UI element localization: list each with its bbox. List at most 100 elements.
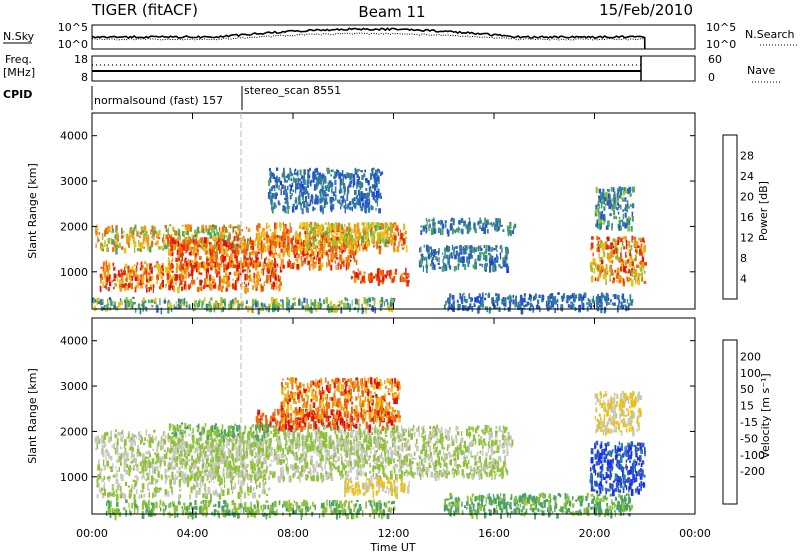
velocity-cell — [120, 432, 123, 435]
velocity-cell — [206, 454, 209, 461]
power-cell — [187, 284, 190, 290]
power-cell — [332, 256, 335, 261]
power-cell — [356, 247, 359, 253]
velocity-cell — [164, 489, 168, 495]
power-cell — [639, 248, 642, 256]
power-cell — [617, 256, 620, 261]
power-cell — [104, 229, 106, 237]
power-cell — [113, 304, 116, 310]
power-cell — [382, 276, 384, 282]
velocity-cell — [243, 443, 245, 448]
velocity-cell — [103, 444, 106, 449]
velocity-cell — [100, 468, 103, 472]
power-cell — [306, 298, 308, 305]
power-cell — [494, 299, 497, 304]
power-cell — [350, 237, 352, 245]
power-cell — [267, 269, 270, 274]
power-cell — [177, 229, 181, 237]
power-cell — [343, 232, 346, 236]
power-cell — [100, 278, 102, 284]
velocity-cell — [264, 481, 267, 485]
power-cell — [310, 299, 312, 306]
power-cell — [504, 246, 508, 250]
power-cell — [236, 270, 239, 274]
power-cell — [358, 185, 361, 189]
power-cell — [304, 225, 306, 230]
power-cell — [486, 228, 489, 234]
power-cell — [431, 259, 433, 264]
velocity-cell — [134, 483, 137, 488]
velocity-cell — [212, 474, 215, 480]
power-cell — [633, 266, 635, 273]
power-cell — [438, 250, 440, 256]
velocity-cell — [344, 465, 347, 469]
velocity-cell — [157, 440, 160, 447]
velocity-cell — [149, 437, 152, 443]
power-cell — [121, 275, 123, 281]
power-cell — [261, 285, 264, 292]
power-cell — [598, 304, 602, 308]
power-cell — [199, 286, 202, 291]
power-cell — [605, 264, 608, 271]
power-cell — [201, 301, 203, 308]
velocity-cell — [117, 487, 120, 491]
power-cell — [622, 278, 625, 284]
power-cell — [140, 283, 143, 289]
power-cell — [214, 268, 218, 274]
power-cell — [623, 266, 626, 273]
velocity-cell — [254, 479, 257, 484]
power-cell — [255, 256, 258, 263]
power-cell — [219, 237, 222, 244]
power-cell — [224, 270, 227, 276]
power-cell — [614, 269, 617, 273]
power-cell — [327, 254, 329, 260]
power-cell — [210, 283, 213, 286]
power-cell — [454, 229, 457, 234]
power-cell — [342, 249, 345, 253]
velocity-cell — [140, 489, 143, 493]
power-cell — [626, 306, 629, 311]
velocity-cell — [158, 452, 160, 460]
power-cell — [463, 248, 465, 255]
power-cell — [339, 185, 342, 189]
power-cell — [260, 287, 262, 293]
power-cell — [322, 225, 325, 228]
power-cell — [336, 169, 338, 174]
power-cell — [312, 229, 316, 237]
power-cell — [152, 229, 154, 236]
power-cell — [554, 300, 557, 305]
power-cell — [202, 300, 205, 306]
power-cell — [321, 262, 324, 267]
power-cell — [615, 274, 619, 279]
velocity-cell — [128, 438, 132, 443]
velocity-cell — [253, 438, 257, 442]
power-cell — [300, 256, 303, 261]
power-cell — [309, 224, 311, 228]
power-cell — [173, 239, 176, 245]
velocity-cell — [103, 437, 105, 443]
power-cell — [168, 284, 171, 291]
velocity-cell — [147, 474, 149, 478]
power-cell — [600, 192, 603, 199]
velocity-cell — [370, 475, 373, 483]
power-cell — [179, 304, 182, 310]
power-cell — [456, 299, 459, 303]
power-cell — [148, 287, 151, 292]
power-cell — [310, 306, 312, 309]
power-cell — [643, 280, 647, 285]
power-cell — [321, 177, 325, 182]
velocity-cell — [153, 465, 155, 470]
power-cell — [490, 260, 493, 266]
velocity-cell — [336, 446, 338, 450]
power-cell — [283, 228, 286, 231]
power-cell — [237, 250, 240, 255]
power-cell — [637, 279, 640, 286]
power-cell — [639, 239, 642, 243]
power-cell — [482, 292, 484, 300]
power-cell — [405, 267, 407, 274]
power-cell — [257, 232, 261, 237]
power-cell — [537, 299, 540, 304]
velocity-cell — [251, 462, 254, 466]
power-cell — [200, 245, 202, 249]
power-cell — [104, 305, 106, 307]
